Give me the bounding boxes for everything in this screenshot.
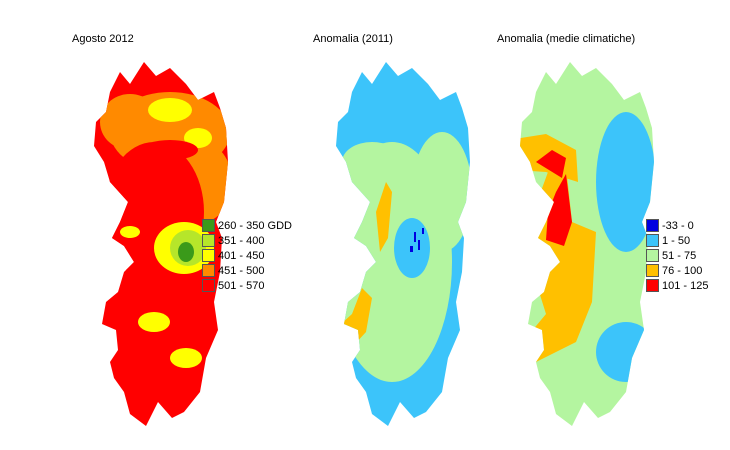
legend-row: 51 - 75 — [646, 248, 708, 263]
legend-row: 76 - 100 — [646, 263, 708, 278]
legend-label: 401 - 450 — [218, 249, 265, 262]
panel-title-agosto-2012: Agosto 2012 — [72, 33, 134, 45]
legend-gdd: 260 - 350 GDD 351 - 400 401 - 450 451 - … — [202, 218, 292, 293]
legend-swatch — [646, 264, 659, 277]
legend-swatch — [646, 279, 659, 292]
panel-title-anomalia-medie: Anomalia (medie climatiche) — [497, 33, 636, 45]
legend-row: 401 - 450 — [202, 248, 292, 263]
legend-label: 1 - 50 — [662, 234, 691, 247]
legend-swatch — [646, 219, 659, 232]
map-anomalia-2011 — [336, 62, 470, 426]
legend-swatch — [202, 279, 215, 292]
legend-row: 101 - 125 — [646, 278, 708, 293]
legend-swatch — [202, 249, 215, 262]
legend-label: -33 - 0 — [662, 219, 694, 232]
legend-label: 76 - 100 — [662, 264, 703, 277]
legend-anomaly: -33 - 0 1 - 50 51 - 75 76 - 100 101 - 12… — [646, 218, 708, 293]
legend-label: 101 - 125 — [662, 279, 709, 292]
legend-row: 260 - 350 GDD — [202, 218, 292, 233]
legend-label: 351 - 400 — [218, 234, 265, 247]
legend-swatch — [202, 219, 215, 232]
map-anomalia-medie — [520, 62, 654, 426]
legend-row: 351 - 400 — [202, 233, 292, 248]
legend-label: 501 - 570 — [218, 279, 265, 292]
legend-swatch — [202, 264, 215, 277]
legend-label: 451 - 500 — [218, 264, 265, 277]
legend-swatch — [646, 249, 659, 262]
legend-row: 1 - 50 — [646, 233, 708, 248]
panel-title-anomalia-2011: Anomalia (2011) — [313, 33, 393, 45]
legend-swatch — [646, 234, 659, 247]
legend-label: 51 - 75 — [662, 249, 697, 262]
legend-row: 501 - 570 — [202, 278, 292, 293]
map-agosto-2012 — [94, 62, 228, 426]
legend-row: 451 - 500 — [202, 263, 292, 278]
legend-row: -33 - 0 — [646, 218, 708, 233]
legend-swatch — [202, 234, 215, 247]
legend-label: 260 - 350 GDD — [218, 219, 292, 232]
